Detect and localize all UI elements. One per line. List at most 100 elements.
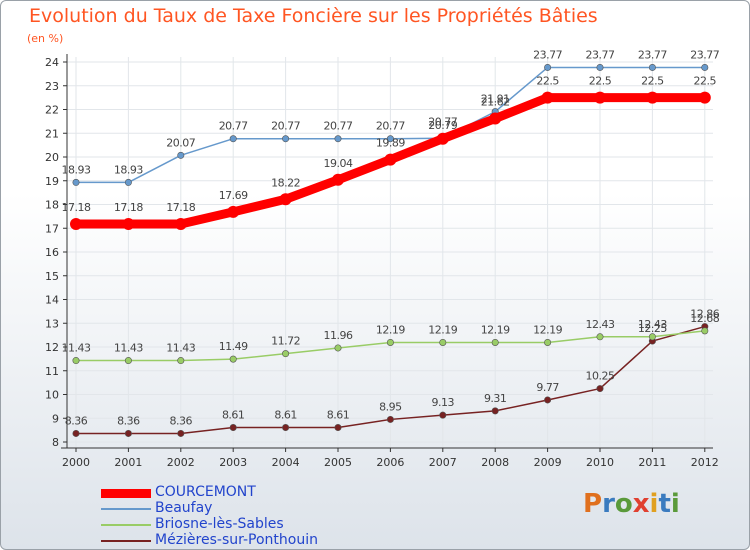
data-label-3: 12.25 <box>638 322 667 335</box>
y-tick-label: 9 <box>52 412 59 425</box>
data-point-0 <box>489 112 502 125</box>
x-tick-label: 2007 <box>429 456 457 469</box>
data-label-3: 8.61 <box>327 409 350 422</box>
data-point-0 <box>70 217 82 230</box>
y-tick-label: 13 <box>45 317 59 330</box>
data-point-1 <box>648 63 656 71</box>
data-point-2 <box>124 357 132 365</box>
data-point-2 <box>701 327 709 335</box>
data-label-2: 12.19 <box>428 323 457 336</box>
legend-swatch-briosne <box>101 524 151 526</box>
x-tick-label: 2010 <box>586 456 614 469</box>
data-label-0: 22.5 <box>536 75 559 88</box>
data-point-0 <box>698 91 711 104</box>
data-point-2 <box>334 344 342 352</box>
data-point-3 <box>334 424 342 432</box>
data-point-1 <box>386 135 394 143</box>
y-tick-label: 23 <box>45 80 59 93</box>
data-label-3: 10.25 <box>586 370 615 383</box>
data-point-2 <box>544 338 552 346</box>
y-tick-label: 10 <box>45 389 59 402</box>
data-label-2: 11.43 <box>62 342 91 355</box>
y-tick-label: 19 <box>45 175 59 188</box>
data-point-2 <box>72 357 80 365</box>
data-point-0 <box>384 153 397 166</box>
data-label-2: 12.19 <box>481 323 510 336</box>
y-tick-label: 14 <box>45 294 59 307</box>
data-point-3 <box>229 424 237 432</box>
data-label-2: 12.19 <box>376 323 405 336</box>
x-tick-label: 2000 <box>62 456 90 469</box>
data-point-0 <box>227 205 240 218</box>
x-tick-label: 2011 <box>638 456 666 469</box>
data-label-1: 21.91 <box>481 93 510 106</box>
data-point-2 <box>177 357 185 365</box>
data-point-3 <box>439 411 447 419</box>
data-label-3: 9.31 <box>484 392 507 405</box>
data-label-1: 18.93 <box>114 163 143 176</box>
data-point-0 <box>646 91 659 104</box>
data-label-2: 12.19 <box>533 323 562 336</box>
data-point-2 <box>282 350 290 358</box>
x-tick-label: 2003 <box>219 456 247 469</box>
data-label-3: 8.61 <box>274 409 297 422</box>
data-label-2: 11.43 <box>166 342 195 355</box>
legend-swatch-courcemont <box>101 489 151 498</box>
data-label-1: 23.77 <box>586 48 615 61</box>
data-label-3: 12.86 <box>690 308 719 321</box>
data-point-3 <box>72 429 80 437</box>
data-label-0: 20.77 <box>428 116 457 129</box>
proxiti-logo: Proxiti <box>583 489 680 519</box>
data-label-3: 8.36 <box>170 414 193 427</box>
data-point-2 <box>648 333 656 341</box>
data-point-1 <box>544 63 552 71</box>
data-label-1: 23.77 <box>533 48 562 61</box>
data-label-2: 12.43 <box>638 318 667 331</box>
data-label-1: 20.07 <box>166 136 195 149</box>
y-tick-label: 20 <box>45 151 59 164</box>
x-tick-label: 2008 <box>481 456 509 469</box>
data-point-0 <box>541 91 554 104</box>
y-tick-label: 8 <box>52 436 59 449</box>
data-point-1 <box>229 135 237 143</box>
data-label-3: 8.61 <box>222 409 245 422</box>
data-point-1 <box>334 135 342 143</box>
data-label-1: 18.93 <box>62 163 91 176</box>
legend-swatch-mezieres <box>101 540 151 542</box>
data-label-1: 20.77 <box>324 120 353 133</box>
y-axis-unit: (en %) <box>27 32 64 45</box>
data-point-0 <box>436 132 449 145</box>
data-point-1 <box>124 178 132 186</box>
data-label-2: 11.49 <box>219 340 248 353</box>
data-label-0: 19.89 <box>376 137 405 150</box>
data-point-0 <box>594 91 606 104</box>
y-tick-label: 16 <box>45 246 59 259</box>
y-tick-label: 21 <box>45 127 59 140</box>
data-label-0: 17.18 <box>166 201 195 214</box>
data-label-3: 8.36 <box>65 414 88 427</box>
y-tick-label: 12 <box>45 341 59 354</box>
data-label-2: 11.43 <box>114 342 143 355</box>
data-point-0 <box>279 193 292 206</box>
data-point-1 <box>596 63 604 71</box>
data-label-0: 19.04 <box>324 157 353 170</box>
y-tick-label: 24 <box>45 56 59 69</box>
data-point-2 <box>491 338 499 346</box>
data-label-1: 20.79 <box>428 119 457 132</box>
data-label-2: 11.96 <box>324 329 353 342</box>
x-tick-label: 2002 <box>167 456 195 469</box>
x-tick-label: 2005 <box>324 456 352 469</box>
data-point-0 <box>122 217 135 230</box>
data-point-3 <box>544 396 552 404</box>
y-tick-label: 15 <box>45 270 59 283</box>
data-label-2: 12.68 <box>690 312 719 325</box>
y-tick-label: 17 <box>45 222 59 235</box>
data-label-0: 18.22 <box>271 176 300 189</box>
legend-swatch-beaufay <box>101 508 151 510</box>
data-point-3 <box>491 407 499 415</box>
data-label-0: 22.5 <box>641 75 664 88</box>
x-tick-label: 2006 <box>376 456 404 469</box>
data-label-1: 20.77 <box>376 120 405 133</box>
